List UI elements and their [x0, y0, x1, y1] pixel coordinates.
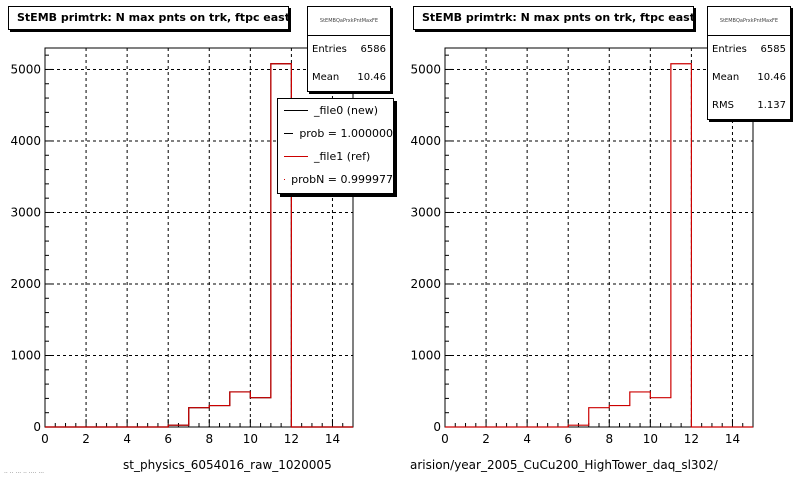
stats-box: StEMBQaPrxkPntMaxFE Entries 6586 Mean 10…: [307, 6, 391, 92]
x-tick-label: 8: [205, 432, 213, 446]
plot-frame: [444, 47, 754, 428]
stats-label: Entries: [712, 44, 747, 55]
x-tick-label: 6: [564, 432, 572, 446]
stats-label: Mean: [312, 72, 340, 83]
histogram-title: StEMB primtrk: N max pnts on trk, ftpc e…: [8, 6, 289, 30]
stats-histogram-name: StEMBQaPrxkPntMaxFE: [708, 7, 790, 36]
legend-label: _file1 (ref): [314, 150, 371, 163]
legend-label: prob = 1.000000: [299, 127, 393, 140]
x-tick-label: 12: [684, 432, 699, 446]
stats-row-entries: Entries 6585: [708, 36, 790, 64]
x-tick-label: 2: [482, 432, 490, 446]
legend: _file0 (new) prob = 1.000000 _file1 (ref…: [277, 98, 394, 194]
stats-box: StEMBQaPrxkPntMaxFE Entries 6585 Mean 10…: [707, 6, 791, 120]
x-tick-label: 2: [82, 432, 90, 446]
y-tick-label: 3000: [410, 205, 441, 219]
y-tick-label: 4000: [410, 134, 441, 148]
y-tick-label: 0: [433, 420, 441, 434]
x-axis-title: arision/year_2005_CuCu200_HighTower_daq_…: [410, 458, 718, 472]
x-tick-label: 4: [523, 432, 531, 446]
x-tick-label: 0: [41, 432, 49, 446]
y-tick-label: 5000: [410, 62, 441, 76]
stats-value: 1.137: [757, 100, 786, 111]
x-tick-label: 8: [605, 432, 613, 446]
stats-row-rms: RMS 1.137: [708, 92, 790, 120]
y-tick-label: 2000: [10, 277, 41, 291]
legend-line-marker: [284, 179, 286, 180]
legend-label: probN = 0.999977: [291, 173, 393, 186]
legend-entry: prob = 1.000000: [278, 122, 393, 145]
stats-label: RMS: [712, 100, 734, 111]
legend-entry: _file0 (new): [278, 99, 393, 122]
y-tick-label: 1000: [10, 348, 41, 362]
histogram-title: StEMB primtrk: N max pnts on trk, ftpc e…: [413, 6, 694, 30]
y-tick-label: 3000: [10, 205, 41, 219]
x-tick-label: 10: [243, 432, 258, 446]
footer-text: ·· ·· ··· ·· ···· ···: [4, 470, 45, 477]
stats-value: 10.46: [757, 72, 786, 83]
y-tick-label: 1000: [410, 348, 441, 362]
stats-value: 6585: [760, 44, 786, 55]
x-tick-label: 12: [284, 432, 299, 446]
y-tick-label: 2000: [410, 277, 441, 291]
legend-line-marker: [284, 110, 308, 111]
stats-label: Entries: [312, 44, 347, 55]
x-tick-label: 4: [123, 432, 131, 446]
stats-label: Mean: [712, 72, 740, 83]
x-tick-label: 10: [643, 432, 658, 446]
legend-line-marker: [284, 156, 308, 157]
x-tick-label: 0: [441, 432, 449, 446]
x-tick-label: 6: [164, 432, 172, 446]
x-tick-label: 14: [725, 432, 740, 446]
legend-line-marker: [284, 133, 294, 134]
y-tick-label: 0: [33, 420, 41, 434]
stats-value: 10.46: [357, 72, 386, 83]
legend-label: _file0 (new): [314, 104, 379, 117]
x-tick-label: 14: [325, 432, 340, 446]
y-tick-label: 5000: [10, 62, 41, 76]
x-axis-title: st_physics_6054016_raw_1020005: [123, 458, 332, 472]
histogram-series-file1-ref: [445, 63, 753, 428]
stats-row-entries: Entries 6586: [308, 36, 390, 64]
legend-entry: probN = 0.999977: [278, 168, 393, 191]
y-tick-label: 4000: [10, 134, 41, 148]
legend-entry: _file1 (ref): [278, 145, 393, 168]
stats-row-mean: Mean 10.46: [308, 64, 390, 92]
stats-histogram-name: StEMBQaPrxkPntMaxFE: [308, 7, 390, 36]
stats-row-mean: Mean 10.46: [708, 64, 790, 92]
stats-value: 6586: [360, 44, 386, 55]
